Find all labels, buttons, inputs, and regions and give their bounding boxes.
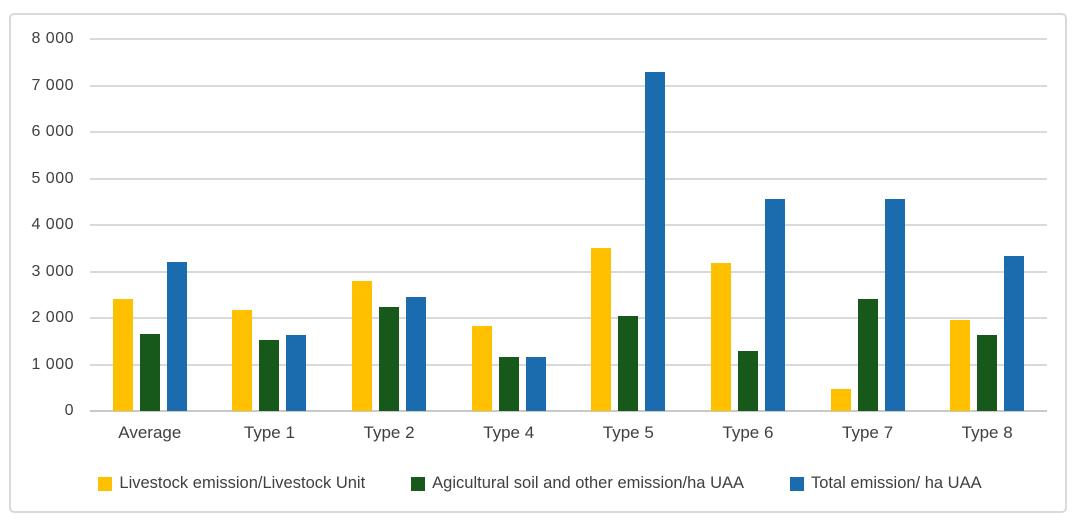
bar-series-0-type-5 <box>591 248 612 411</box>
legend-label: Agicultural soil and other emission/ha U… <box>432 474 744 492</box>
gridline <box>90 224 1047 226</box>
bar-group-type-8 <box>927 39 1047 411</box>
legend-item-1: Agicultural soil and other emission/ha U… <box>411 474 744 493</box>
gridline <box>90 84 1047 87</box>
bar-group-type-7 <box>808 39 928 411</box>
x-tick-label-type-8: Type 8 <box>961 423 1013 442</box>
bar-series-2-type-8 <box>1004 255 1025 411</box>
gridline <box>90 177 1047 180</box>
bar-series-2-type-7 <box>884 198 905 411</box>
x-tick-label-type-7: Type 7 <box>842 423 894 442</box>
y-tick-label: 0 <box>64 402 74 419</box>
legend-item-2: Total emission/ ha UAA <box>790 474 982 493</box>
bar-series-1-type-2 <box>379 307 400 411</box>
legend-swatch-icon <box>790 476 804 491</box>
gridline <box>90 363 1047 366</box>
bar-series-0-type-4 <box>471 326 492 411</box>
x-tick-label-type-4: Type 4 <box>483 423 535 442</box>
y-tick-label: 6 000 <box>31 123 74 140</box>
x-tick-label-type-6: Type 6 <box>722 423 774 442</box>
plot-area <box>90 38 1047 412</box>
legend-swatch-icon <box>98 476 113 491</box>
bar-series-0-type-7 <box>830 389 851 411</box>
gridline <box>90 38 1047 40</box>
bar-series-2-type-5 <box>645 71 666 411</box>
y-tick-label: 8 000 <box>31 30 74 47</box>
bar-series-0-type-8 <box>950 320 971 411</box>
bar-series-0-type-1 <box>232 309 253 411</box>
bar-group-type-6 <box>688 39 808 411</box>
bar-group-type-1 <box>210 39 330 411</box>
y-tick-label: 2 000 <box>31 309 74 326</box>
legend-swatch-icon <box>411 476 426 491</box>
bar-series-1-type-8 <box>977 335 998 411</box>
bar-series-1-average <box>139 334 160 411</box>
x-tick-label-average: Average <box>118 423 182 442</box>
bar-group-type-2 <box>329 39 449 411</box>
x-tick-label-type-2: Type 2 <box>363 423 415 442</box>
legend-label: Livestock emission/Livestock Unit <box>119 474 366 492</box>
x-tick-label-type-1: Type 1 <box>243 423 295 442</box>
bar-series-1-type-7 <box>857 299 878 411</box>
bar-group-average <box>90 39 210 411</box>
x-axis: Average Type 1 Type 2 Type 4 Type 5 Type 6 Typ… <box>90 423 1047 443</box>
gridline <box>90 131 1047 133</box>
bar-series-0-average <box>112 299 133 411</box>
x-axis-baseline <box>90 410 1047 412</box>
bar-series-1-type-4 <box>498 357 519 411</box>
y-tick-label: 3 000 <box>31 262 74 280</box>
gridline <box>90 270 1047 273</box>
y-tick-label: 5 000 <box>31 169 74 187</box>
y-tick-label: 7 000 <box>31 76 74 94</box>
bar-series-2-type-1 <box>286 335 307 411</box>
y-tick-label: 1 000 <box>31 355 74 373</box>
legend-label: Total emission/ ha UAA <box>811 474 982 492</box>
bar-group-type-5 <box>569 39 689 411</box>
bar-series-container <box>90 39 1047 411</box>
x-tick-label-type-5: Type 5 <box>602 423 654 442</box>
bar-series-0-type-2 <box>352 280 373 411</box>
bar-series-2-average <box>166 262 187 411</box>
bar-series-2-type-4 <box>525 356 546 411</box>
chart-legend: Livestock emission/Livestock Unit Agicult… <box>20 474 1060 493</box>
bar-series-2-type-2 <box>406 297 427 411</box>
legend-item-0: Livestock emission/Livestock Unit <box>98 474 365 493</box>
bar-group-type-4 <box>449 39 569 411</box>
bar-series-1-type-1 <box>259 339 280 411</box>
bar-series-0-type-6 <box>710 263 731 411</box>
bar-series-1-type-6 <box>737 351 758 411</box>
bar-series-2-type-6 <box>764 199 785 411</box>
gridline <box>90 317 1047 319</box>
y-tick-label: 4 000 <box>31 216 74 233</box>
bar-series-1-type-5 <box>618 315 639 411</box>
